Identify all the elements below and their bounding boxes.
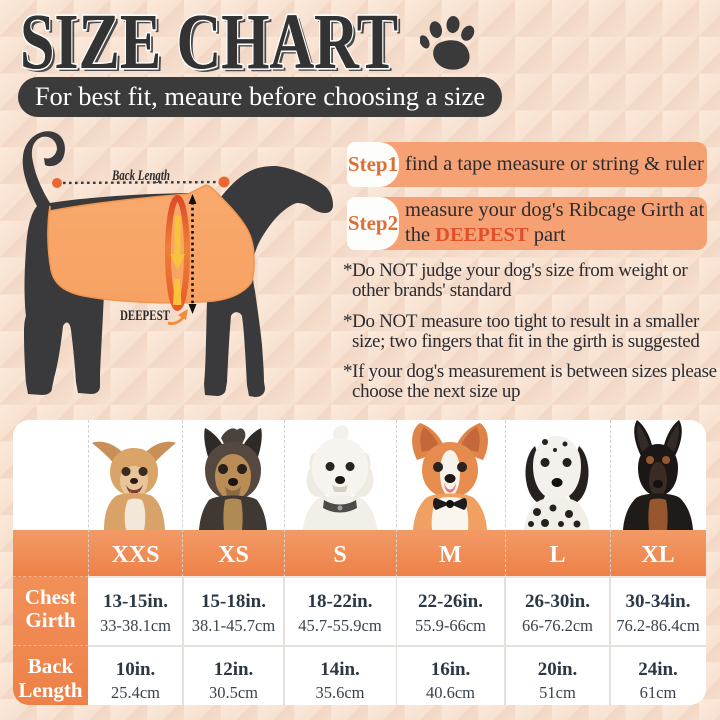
svg-text:Back Length: Back Length — [111, 168, 170, 184]
svg-text:SIZE CHART: SIZE CHART — [20, 0, 398, 86]
svg-text:SIZE CHART: SIZE CHART — [20, 0, 398, 86]
svg-text:DEEPEST: DEEPEST — [120, 308, 170, 324]
svg-text:SIZE CHART: SIZE CHART — [23, 2, 401, 89]
